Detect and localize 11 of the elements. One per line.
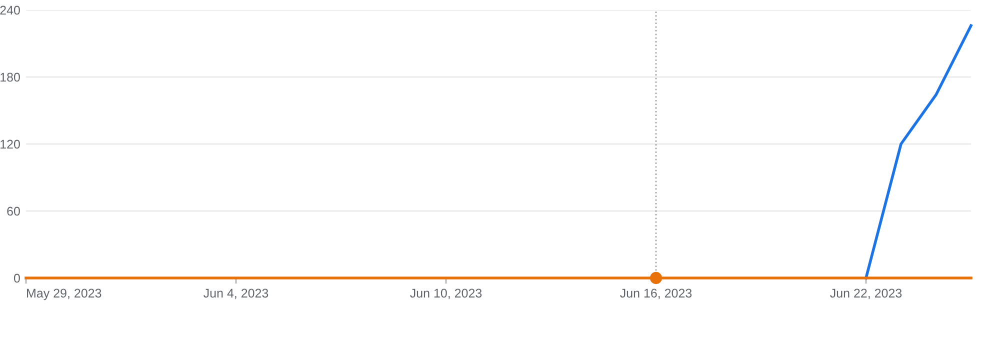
y-tick-label: 60 <box>7 206 20 216</box>
x-tick-label: May 29, 2023 <box>27 288 102 300</box>
x-tick-label: Jun 16, 2023 <box>620 288 692 300</box>
line-series <box>864 24 972 280</box>
x-tick-label: Jun 4, 2023 <box>204 288 268 300</box>
y-tick-label: 120 <box>0 140 20 149</box>
x-tick-label: Jun 10, 2023 <box>410 288 482 300</box>
x-tick-label: Jun 22, 2023 <box>830 288 902 300</box>
y-tick-label: 180 <box>0 72 20 82</box>
y-tick-label: 0 <box>14 274 20 283</box>
y-tick-label: 240 <box>0 6 20 15</box>
